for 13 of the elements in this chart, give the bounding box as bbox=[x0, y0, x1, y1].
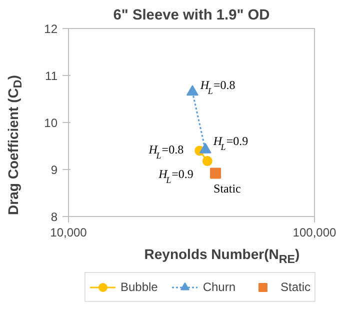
y-tick-label: 8 bbox=[50, 210, 58, 224]
annotation: Static bbox=[214, 181, 241, 196]
legend-label: Churn bbox=[202, 280, 236, 294]
y-tick-label: 10 bbox=[44, 116, 58, 130]
y-tick-label: 9 bbox=[50, 163, 58, 177]
y-tick-label: 11 bbox=[45, 69, 58, 83]
chart-title: 6" Sleeve with 1.9" OD bbox=[113, 8, 270, 24]
legend-label: Static bbox=[280, 280, 311, 294]
x-tick-label: 100,000 bbox=[292, 226, 337, 240]
x-tick-label: 10,000 bbox=[50, 226, 88, 240]
x-axis-title: Reynolds Number(N$_{RE}$) bbox=[144, 245, 300, 268]
y-tick-label: 12 bbox=[44, 22, 58, 36]
legend-label: Bubble bbox=[120, 280, 158, 294]
